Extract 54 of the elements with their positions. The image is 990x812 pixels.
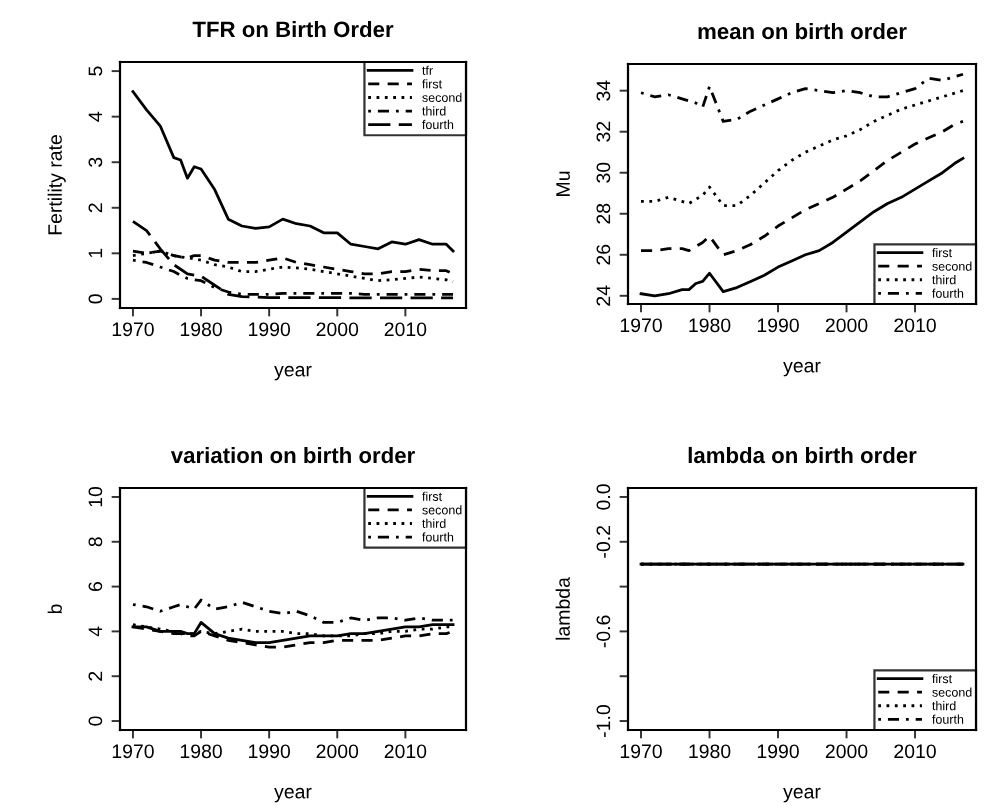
y-tick-label: 4 — [88, 626, 103, 637]
y-tick-label: 0.0 — [596, 484, 611, 510]
y-tick-label: 26 — [596, 244, 611, 265]
x-tick-label: 2000 — [316, 744, 359, 759]
x-axis-title: year — [783, 787, 821, 803]
x-tick-label: 1990 — [757, 318, 799, 333]
x-tick-label: 1980 — [689, 744, 731, 759]
x-tick-label: 1980 — [180, 322, 222, 337]
y-tick-label: 2 — [88, 671, 103, 681]
y-tick-label: -0.6 — [596, 615, 611, 648]
x-tick-label: 1970 — [620, 318, 662, 333]
x-tick-label: 2010 — [894, 744, 936, 759]
chart-title: lambda on birth order — [688, 446, 917, 464]
y-tick-label: 1 — [88, 248, 103, 258]
x-tick-label: 1980 — [689, 318, 731, 333]
y-tick-label: 30 — [596, 162, 611, 183]
y-tick-label: 5 — [88, 66, 103, 76]
y-tick-label: 0 — [88, 294, 103, 304]
x-tick-label: 2010 — [894, 318, 936, 333]
y-axis-title: Mu — [556, 171, 570, 196]
y-axis-title: Fertility rate — [47, 135, 66, 235]
x-axis-title: year — [274, 365, 312, 381]
x-tick-label: 2000 — [825, 744, 868, 759]
y-tick-label: 34 — [596, 80, 611, 101]
y-tick-label: 32 — [596, 121, 611, 142]
y-tick-label: 24 — [596, 285, 611, 306]
x-tick-label: 2000 — [825, 318, 868, 333]
x-tick-label: 2000 — [316, 322, 359, 337]
x-tick-label: 1990 — [249, 322, 291, 337]
x-tick-label: 1970 — [112, 744, 154, 759]
x-tick-label: 2010 — [384, 744, 427, 759]
y-tick-label: 6 — [88, 582, 103, 592]
x-tick-label: 2010 — [384, 322, 427, 337]
x-axis-title: year — [783, 361, 821, 377]
y-tick-label: -0.2 — [596, 526, 611, 558]
y-tick-label: 4 — [88, 111, 103, 122]
chart-title: TFR on Birth Order — [192, 20, 394, 38]
y-tick-label: 3 — [88, 157, 103, 167]
y-axis-title: b — [47, 604, 62, 614]
y-tick-label: 2 — [88, 203, 103, 213]
y-tick-label: 28 — [596, 203, 611, 224]
x-tick-label: 1990 — [249, 744, 291, 759]
x-tick-label: 1990 — [757, 744, 799, 759]
y-tick-label: 0 — [88, 716, 103, 726]
chart-title: variation on birth order — [170, 446, 415, 464]
x-axis-title: year — [274, 787, 312, 803]
y-axis-title: lambda — [555, 577, 570, 640]
x-tick-label: 1970 — [620, 744, 662, 759]
chart-title: mean on birth order — [698, 22, 907, 40]
y-tick-label: 8 — [88, 537, 103, 547]
y-tick-label: -1.0 — [596, 705, 611, 737]
x-tick-label: 1970 — [112, 322, 154, 337]
y-tick-label: 10 — [88, 486, 103, 507]
x-tick-label: 1980 — [180, 744, 222, 759]
